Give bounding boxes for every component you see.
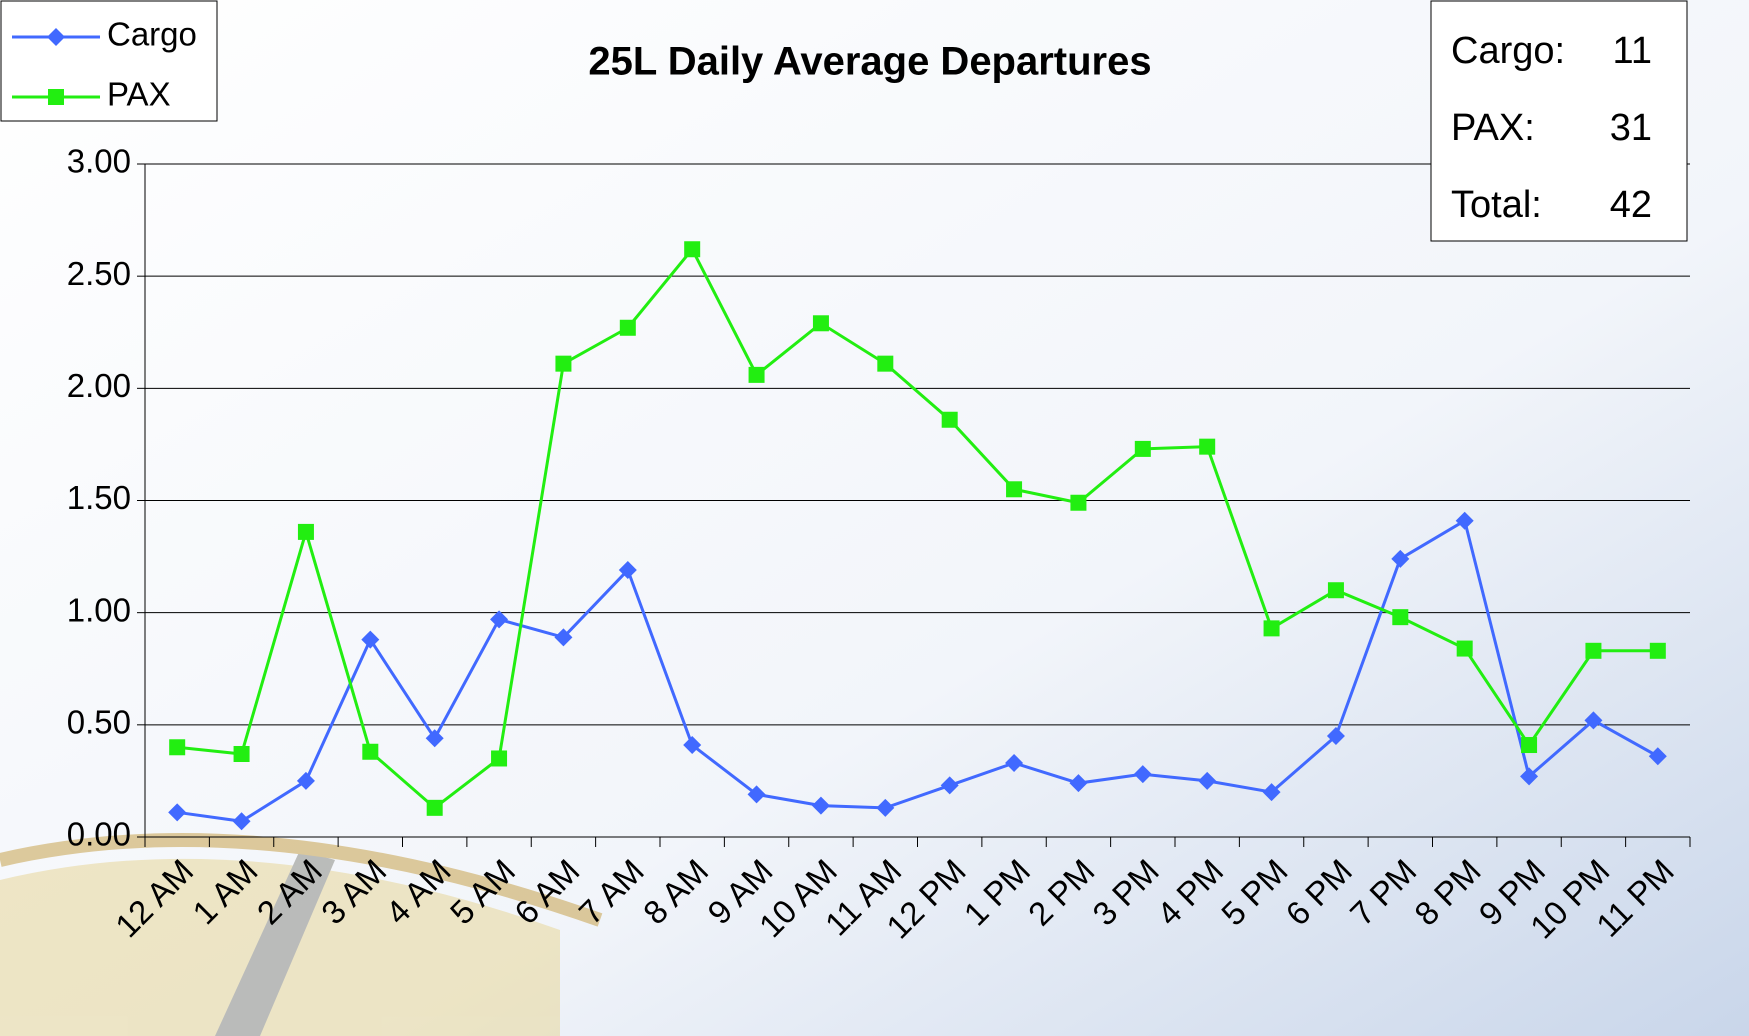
marker	[941, 411, 958, 428]
marker	[426, 799, 443, 816]
marker	[1327, 582, 1344, 599]
decoration	[0, 833, 603, 1036]
marker	[1198, 771, 1217, 790]
summary: Cargo: 11 PAX: 31 Total: 42	[1430, 0, 1688, 242]
series	[168, 511, 1667, 831]
marker	[1455, 511, 1474, 530]
legend-marker	[48, 89, 64, 105]
marker	[1391, 549, 1410, 568]
marker	[1456, 640, 1473, 657]
marker	[618, 561, 637, 580]
marker	[1005, 753, 1024, 772]
marker	[1069, 774, 1088, 793]
y-tick-label: 3.00	[67, 143, 131, 180]
marker	[1585, 642, 1602, 659]
series-line	[177, 246, 1658, 810]
marker	[1392, 609, 1409, 626]
marker	[1521, 737, 1538, 754]
marker	[297, 523, 314, 540]
legend-label: PAX	[107, 76, 171, 113]
marker	[296, 771, 315, 790]
marker	[491, 750, 508, 767]
y-tick-label: 0.50	[67, 704, 131, 741]
marker	[169, 739, 186, 756]
summary-label: Total:	[1451, 184, 1542, 226]
marker	[1326, 727, 1345, 746]
marker	[168, 803, 187, 822]
marker	[619, 319, 636, 336]
marker	[812, 315, 829, 332]
marker	[490, 610, 509, 629]
y-tick-label: 1.00	[67, 591, 131, 628]
summary-box	[1430, 0, 1688, 242]
marker	[1134, 440, 1151, 457]
marker	[684, 241, 701, 258]
summary-label: Cargo:	[1451, 30, 1565, 72]
marker	[1006, 481, 1023, 498]
y-tick-label: 2.00	[67, 367, 131, 404]
summary-value: 11	[1613, 30, 1652, 72]
marker	[361, 630, 380, 649]
series	[169, 241, 1666, 816]
marker	[940, 776, 959, 795]
legend-marker	[47, 28, 65, 46]
marker	[1520, 767, 1539, 786]
marker	[877, 355, 894, 372]
marker	[876, 798, 895, 817]
y-tick-label: 0.00	[67, 816, 131, 853]
marker	[1262, 783, 1281, 802]
marker	[811, 796, 830, 815]
legend-box	[0, 0, 218, 122]
marker	[554, 628, 573, 647]
legend-label: Cargo	[107, 16, 197, 53]
marker	[1649, 642, 1666, 659]
marker	[747, 785, 766, 804]
marker	[425, 729, 444, 748]
marker	[1584, 711, 1603, 730]
marker	[555, 355, 572, 372]
marker	[232, 812, 251, 831]
marker	[748, 366, 765, 383]
marker	[1133, 765, 1152, 784]
marker	[1199, 438, 1216, 455]
legend: Cargo PAX	[0, 0, 218, 122]
marker	[233, 745, 250, 762]
series-line	[176, 518, 1659, 823]
summary-label: PAX:	[1451, 107, 1535, 149]
marker	[1648, 747, 1667, 766]
marker	[683, 736, 702, 755]
y-tick-label: 1.50	[67, 479, 131, 516]
y-tick-label: 2.50	[67, 255, 131, 292]
marker	[1263, 620, 1280, 637]
marker	[362, 743, 379, 760]
summary-value: 31	[1610, 107, 1652, 149]
marker	[1070, 494, 1087, 511]
summary-value: 42	[1610, 184, 1652, 226]
chart-title: 25L Daily Average Departures	[588, 40, 1151, 84]
